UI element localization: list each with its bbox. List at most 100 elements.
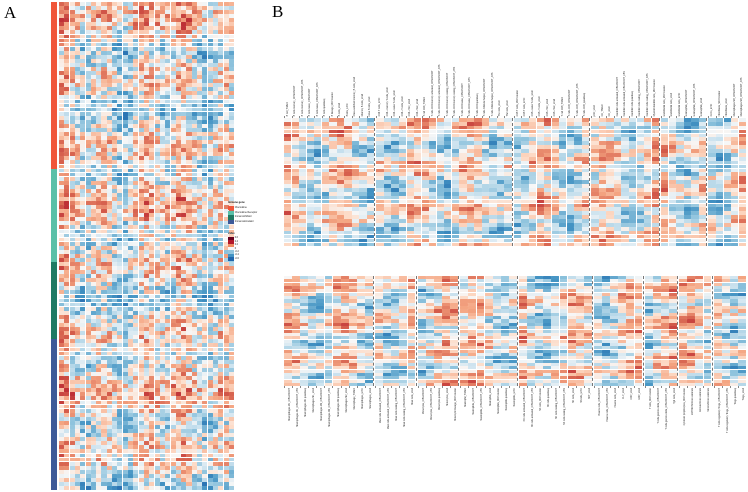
panel-b-column-label-text: CD4+ Tem_xCell [416,98,419,117]
panel-a-heatmap-cell: .09 [133,449,139,454]
panel-a-heatmap-cell: -.03 [122,156,128,161]
panel-a-row-label: CCL4 [45,14,50,16]
panel-a-heatmap-cell: .61 [59,30,65,35]
panel-a-heatmap-cell: -.13 [122,294,128,299]
panel-a-heatmap-cell: -.50 [207,229,213,234]
panel-a-heatmap-cell: -.25 [207,14,213,18]
panel-a-heatmap-cell: -.46 [170,294,176,299]
panel-a-row-label: KLRK1 [44,448,50,450]
panel-a-row-label: IL10RB [44,428,50,430]
panel-a-heatmap-cell: -.23 [159,408,165,413]
panel-a-row-label: CCL8 [45,26,50,28]
panel-a-heatmap-cell: -.09 [64,95,70,100]
panel-a-heatmap-cell: -.07 [69,461,75,466]
panel-a-heatmap-cell: -.12 [218,188,224,193]
panel-a-heatmap-cell: -.14 [122,14,128,18]
panel-a-heatmap-cell: -.06 [175,461,181,466]
panel-a-heatmap-cell: -.38 [128,75,134,79]
panel-a-heatmap-cell: .01 [213,180,219,185]
panel-a-heatmap-cell: -.51 [165,306,171,311]
panel-b-heatmap-cell [359,242,367,247]
panel-a-heatmap-cell: -.10 [218,6,224,10]
panel-a-heatmap-cell: -.38 [223,351,229,356]
panel-a-heatmap-cell: -.12 [74,62,80,67]
panel-a-heatmap-cell: -.21 [186,233,192,238]
panel-a-heatmap-cell: -.37 [90,229,96,234]
panel-a-heatmap-cell: -.23 [80,22,86,27]
panel-a-heatmap-cell: -.10 [74,6,80,10]
panel-a-annotation-cell [51,249,57,254]
panel-a-heatmap-cell: -.44 [202,237,208,242]
panel-a-heatmap-cell: -.24 [181,355,187,360]
panel-a-heatmap-cell: .21 [149,290,155,295]
panel-a-heatmap-cell: .56 [69,192,75,197]
panel-a-heatmap-cell: .37 [138,245,144,250]
panel-a-heatmap-cell: -.30 [218,38,224,43]
panel-a-heatmap-cell: .11 [170,160,176,165]
panel-a-heatmap-cell: -.31 [186,58,192,63]
panel-a-heatmap-cell: -.24 [128,107,134,112]
panel-a-heatmap-cell: .15 [207,83,213,88]
panel-a-heatmap-cell: -.68 [117,294,123,299]
panel-a-heatmap-cell: .12 [213,184,219,189]
panel-a-heatmap-cell: .27 [112,71,118,75]
panel-a-heatmap-cell: -.04 [165,38,171,43]
panel-a-heatmap-cell: -.05 [223,99,229,104]
panel-a-heatmap-cell: .49 [149,461,155,466]
panel-a-heatmap-cell: -.24 [165,132,171,136]
panel-a-heatmap-cell: .04 [59,58,65,63]
panel-a-heatmap-cell: .06 [223,18,229,23]
panel-a-heatmap-cell: .26 [90,34,96,39]
panel-a-heatmap-cell: .05 [165,54,171,59]
panel-a-heatmap-cell: .33 [101,180,107,185]
panel-a-heatmap-cell: -.45 [202,225,208,230]
panel-b-heatmap-cell [344,242,352,247]
panel-a-heatmap-cell: -.38 [170,351,176,356]
panel-a-annotation-cell [51,469,57,474]
panel-a-heatmap-cell: .35 [74,2,80,6]
panel-a-heatmap-cell: -.50 [159,290,165,295]
panel-a-heatmap-cell: -.04 [186,461,192,466]
panel-a-heatmap-cell: -.19 [69,87,75,92]
panel-a-row-label: CXCR5 [44,229,50,231]
panel-a-heatmap-cell: -.26 [159,75,165,79]
panel-a-heatmap-cell: .18 [213,241,219,246]
panel-a-heatmap-cell: .23 [207,197,213,201]
panel-a-heatmap-cell: -.13 [96,355,102,360]
panel-a-heatmap-cell: .03 [191,355,197,360]
panel-a-heatmap-cell: -.05 [128,71,134,75]
panel-a-heatmap-cell: -.21 [170,298,176,303]
panel-a-annotation-cell [51,408,57,413]
panel-a-heatmap-cell: -.04 [197,95,203,100]
panel-a-heatmap-cell: -.54 [112,99,118,104]
panel-a-heatmap-cell: -.14 [96,119,102,124]
panel-a-heatmap-cell: .02 [74,396,80,401]
panel-a-heatmap-cell: -.05 [165,245,171,250]
panel-a-heatmap-cell: -.09 [80,50,86,55]
panel-a-heatmap-cell: .26 [223,26,229,31]
panel-a-heatmap-cell: .11 [138,46,144,51]
panel-a-heatmap-cell: -.54 [80,306,86,311]
panel-a-heatmap-cell: .35 [186,347,192,352]
panel-a-heatmap-cell: -.13 [191,160,197,165]
category-legend-label: Immunostimulator [234,220,254,224]
panel-a-annotation-cell [51,347,57,352]
panel-a-heatmap-cell: .27 [143,99,150,104]
panel-a-heatmap-cell: -.18 [74,136,80,140]
panel-a-heatmap-cell: -.39 [74,351,80,356]
panel-a-heatmap-cell: .10 [175,38,181,43]
panel-a-heatmap-cell: .25 [207,396,213,401]
panel-a-heatmap-cell: .31 [175,156,181,161]
panel-a-heatmap-cell: .06 [128,229,134,234]
panel-a-heatmap-cell: .39 [138,176,144,181]
panel-a-heatmap-cell: .05 [197,156,203,161]
panel-a-heatmap-cell: -.22 [112,172,118,177]
panel-a-heatmap-cell: .05 [64,30,70,35]
panel-a-heatmap-cell: .43 [149,34,155,39]
panel-a-heatmap-cell: .16 [90,156,96,161]
panel-a-heatmap-cell: -.22 [106,99,112,104]
panel-a-heatmap-cell: -.35 [159,115,165,120]
panel-a-heatmap-cell: .49 [143,140,150,144]
panel-a-heatmap-cell: -.18 [175,229,181,234]
panel-a-heatmap-cell: .25 [149,197,155,201]
